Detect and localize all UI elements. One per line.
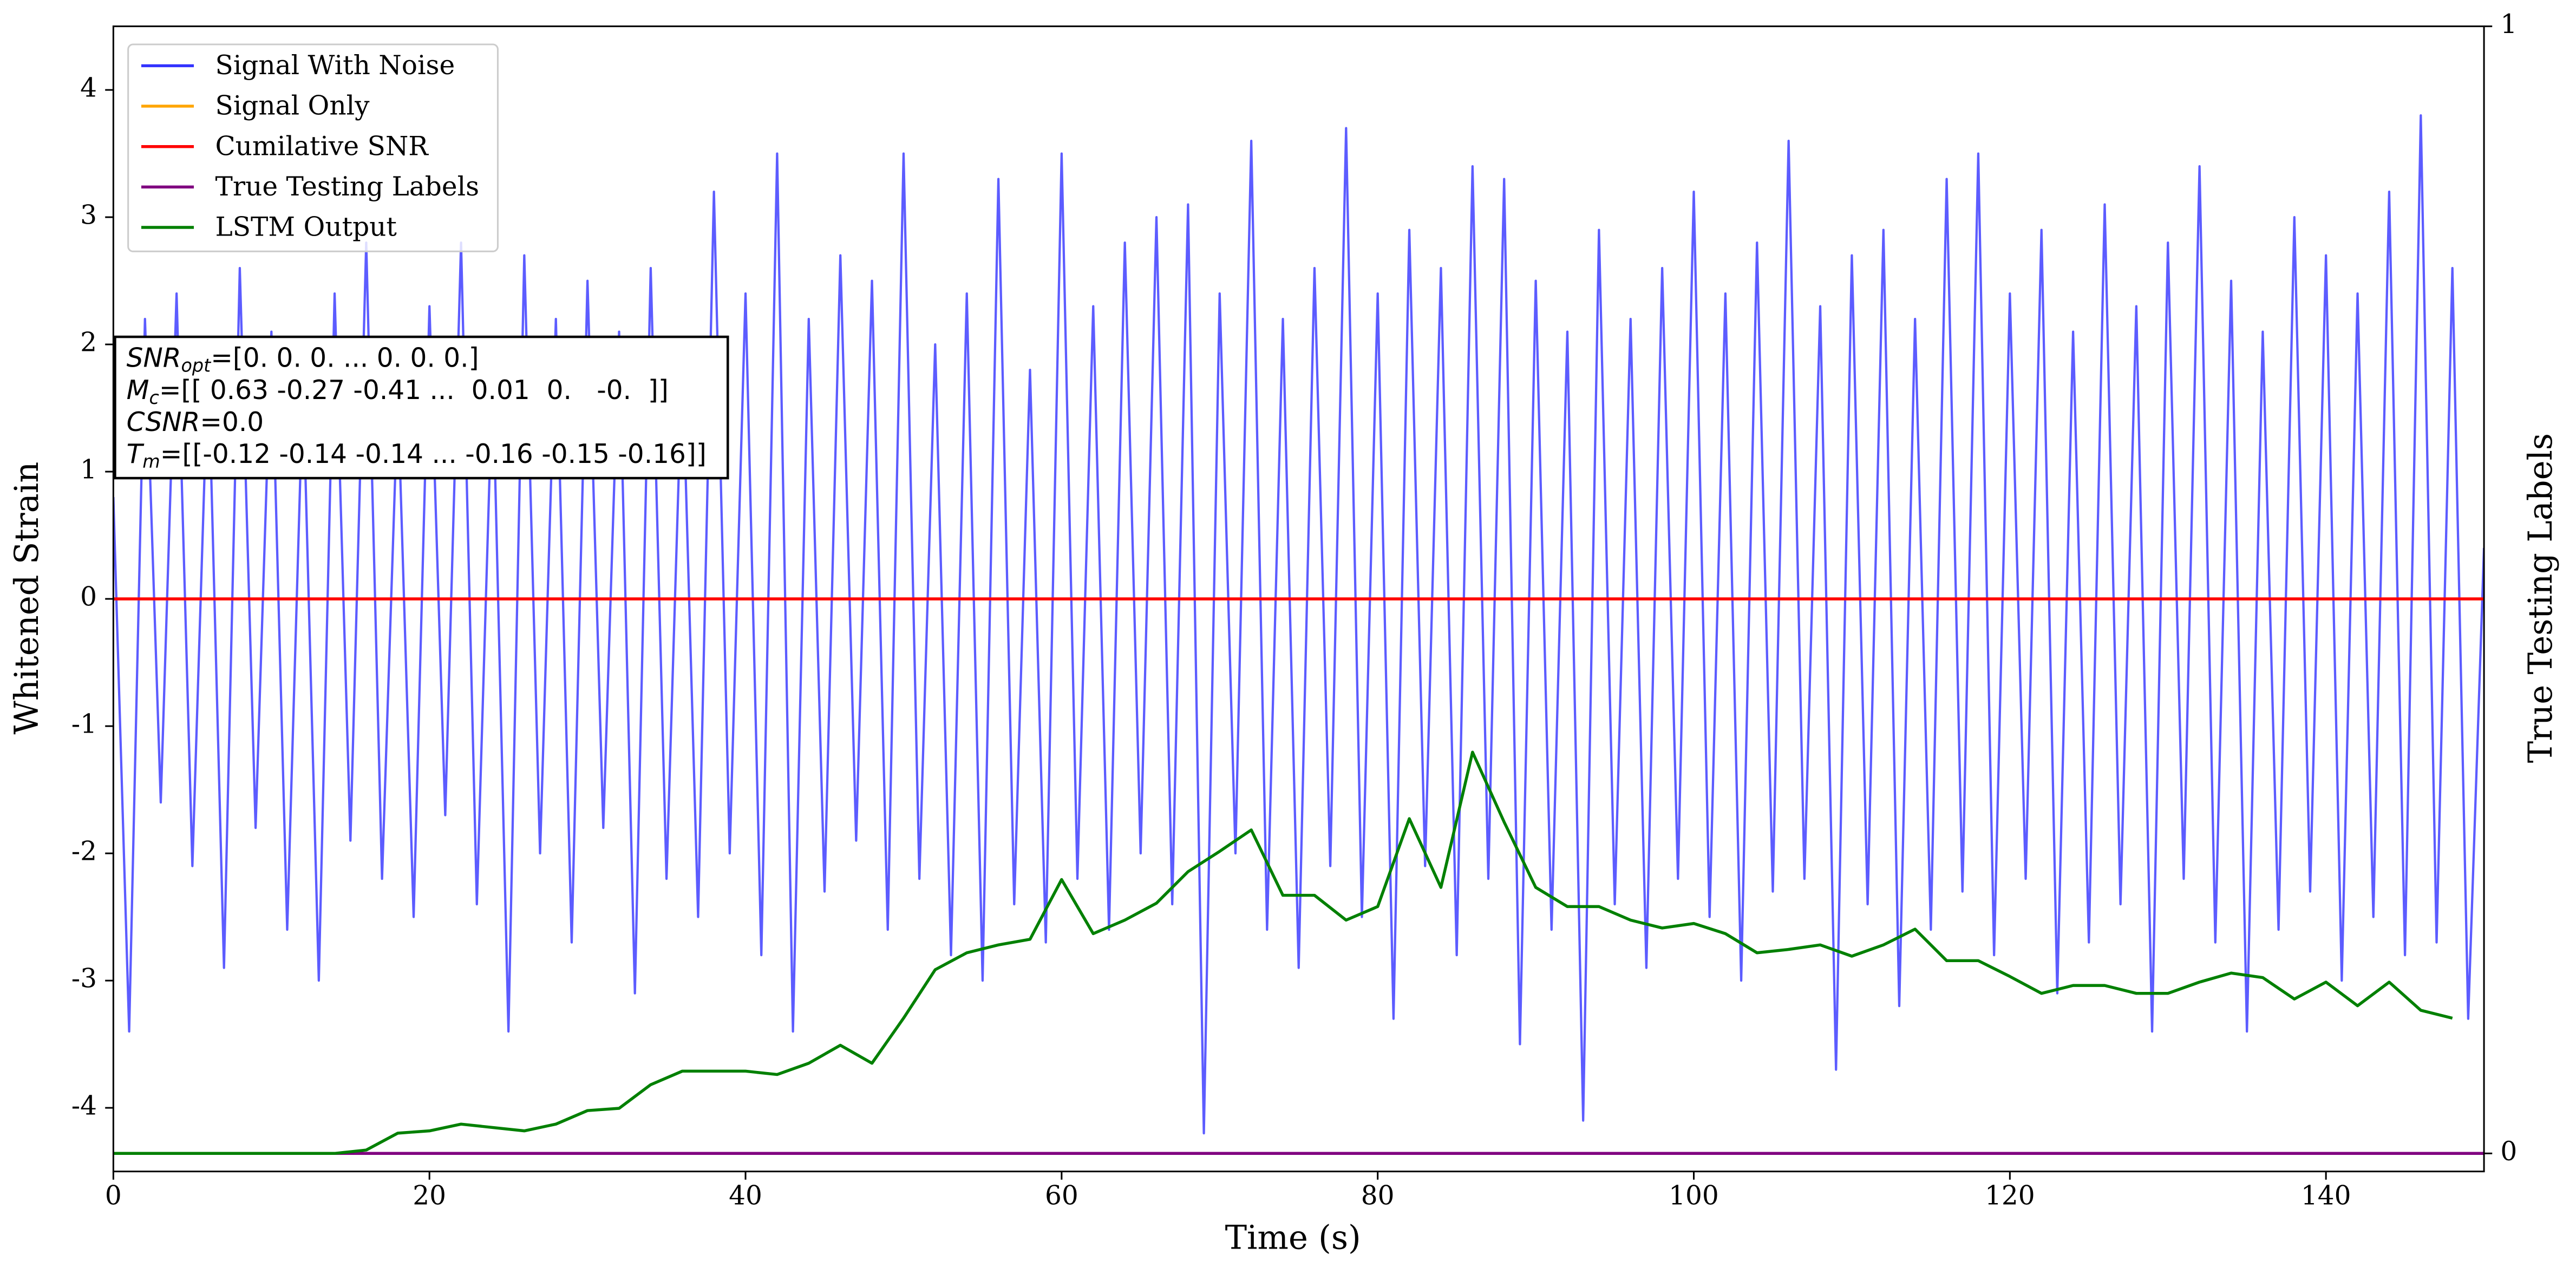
legend-label: LSTM Output	[215, 212, 397, 243]
y2-axis-label: True Testing Labels	[2522, 433, 2560, 763]
y-tick-label: 3	[80, 200, 97, 231]
annotation-text: =[0. 0. 0. ... 0. 0. 0.]	[211, 343, 479, 374]
annotation-text: =[[-0.12 -0.14 -0.14 ... -0.16 -0.15 -0.…	[160, 439, 707, 469]
legend-label: Signal Only	[215, 91, 370, 121]
y-tick-label: 0	[80, 582, 97, 612]
y-tick-label: 4	[80, 73, 97, 103]
y-tick-label: 1	[80, 455, 97, 485]
x-tick-label: 0	[105, 1181, 122, 1211]
y-tick-label: 2	[80, 328, 97, 358]
annotation-text: =[[ 0.63 -0.27 -0.41 ... 0.01 0. -0. ]]	[159, 375, 669, 406]
legend-label: Cumilative SNR	[215, 131, 429, 161]
annotation-box	[114, 335, 729, 480]
annotation-text: =0.0	[200, 407, 264, 437]
annotation: Tm=[[-0.12 -0.14 -0.14 ... -0.16 -0.15 -…	[127, 439, 707, 472]
y-tick-label: -4	[71, 1091, 97, 1121]
annotation-sub: opt	[181, 355, 212, 376]
annotation-base: SNR	[127, 343, 181, 374]
annotation-sub: c	[149, 387, 159, 408]
x-tick-label: 40	[729, 1181, 762, 1211]
legend-label: Signal With Noise	[215, 50, 455, 81]
y-tick-label: -1	[71, 709, 97, 740]
x-tick-label: 100	[1669, 1181, 1719, 1211]
annotation: SNRopt=[0. 0. 0. ... 0. 0. 0.]	[127, 343, 479, 376]
legend-label: True Testing Labels	[215, 172, 480, 202]
x-axis-label: Time (s)	[1225, 1219, 1361, 1257]
annotation-base: CSNR	[127, 407, 200, 437]
series-line	[113, 114, 2485, 1135]
series-line	[113, 750, 2453, 1155]
legend-box	[127, 43, 499, 252]
x-tick-label: 60	[1045, 1181, 1078, 1211]
plot-area	[113, 114, 2485, 1155]
annotation: Mc=[[ 0.63 -0.27 -0.41 ... 0.01 0. -0. ]…	[127, 375, 669, 408]
y-tick-label: -3	[71, 964, 97, 994]
x-tick-label: 80	[1361, 1181, 1395, 1211]
y2-tick-label: 0	[2500, 1136, 2517, 1167]
annotation: CSNR=0.0	[127, 407, 264, 437]
annotation-base: T	[127, 439, 145, 469]
plot-frame	[112, 25, 2485, 1173]
annotation-base: M	[127, 375, 149, 406]
x-tick-label: 120	[1985, 1181, 2035, 1211]
annotation-sub: m	[142, 451, 160, 472]
x-tick-label: 20	[413, 1181, 446, 1211]
y-axis-label: Whitened Strain	[8, 462, 46, 735]
y2-tick-label: 1	[2500, 9, 2517, 40]
x-tick-label: 140	[2301, 1181, 2351, 1211]
y-tick-label: -2	[71, 837, 97, 867]
